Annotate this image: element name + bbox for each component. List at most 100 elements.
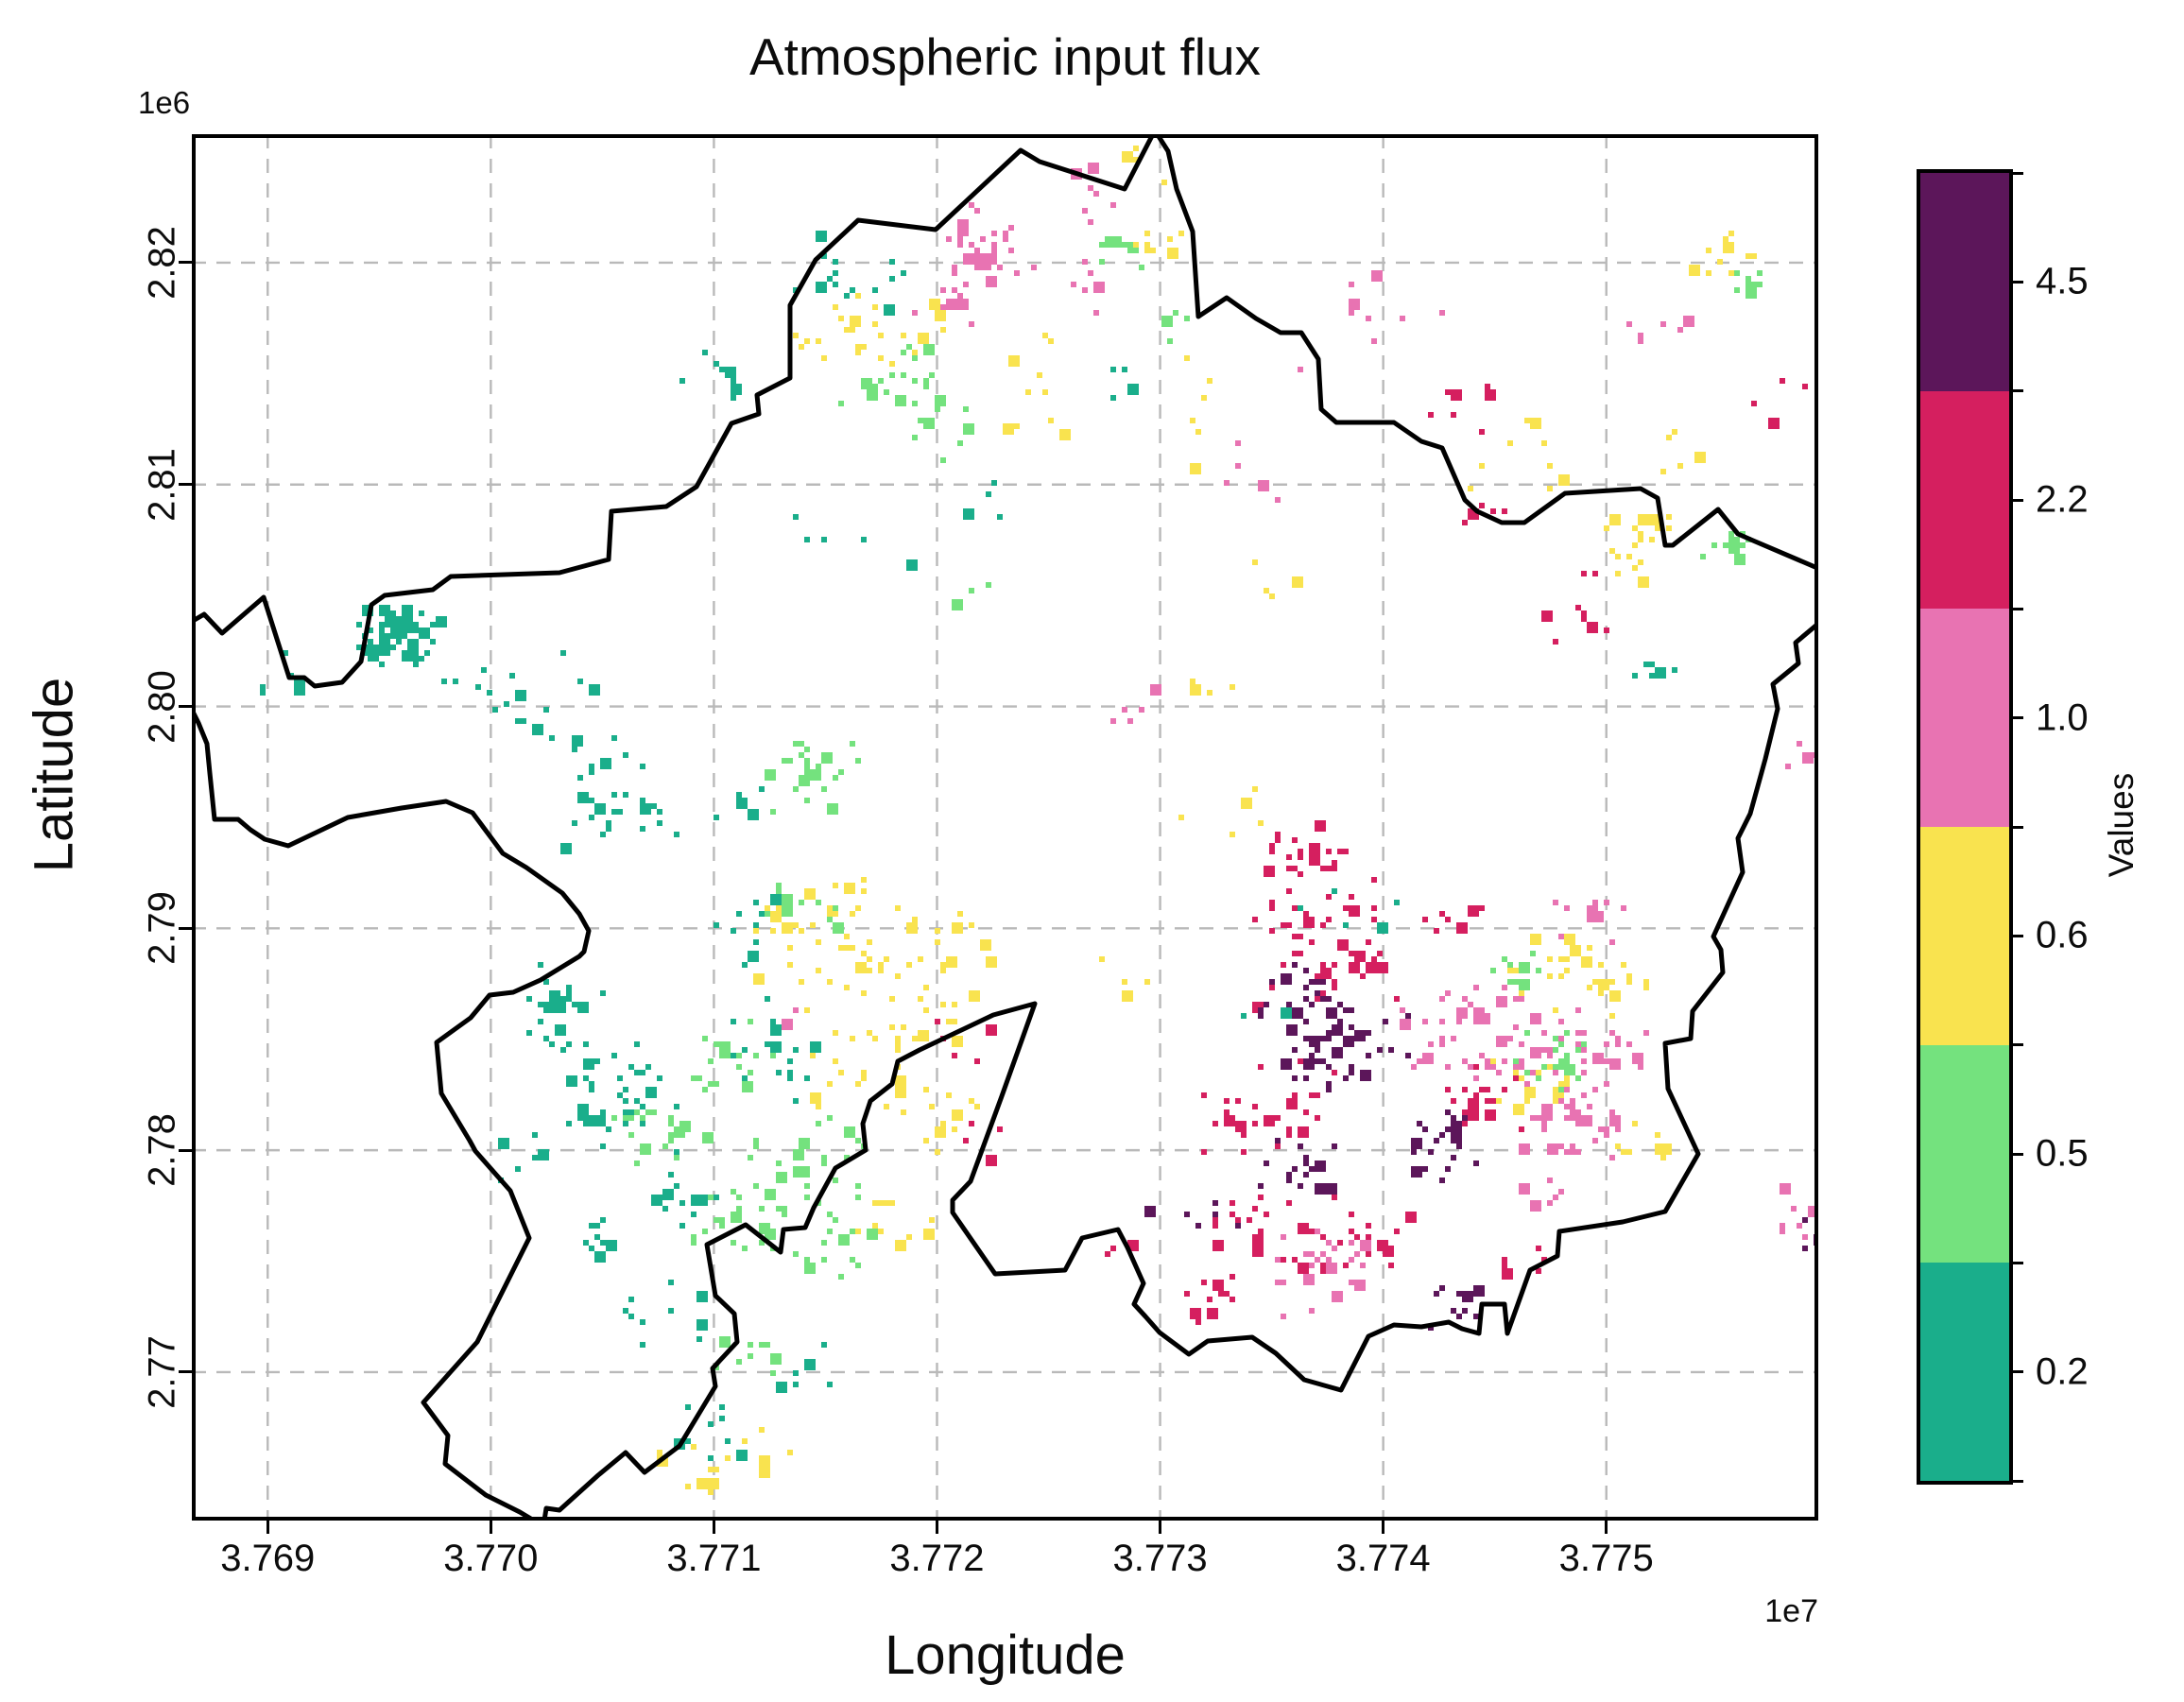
raster-cell: [901, 270, 906, 276]
raster-cell: [1575, 605, 1581, 610]
raster-cell: [816, 939, 821, 945]
raster-cell: [1621, 1149, 1626, 1155]
raster-cell: [1451, 1036, 1456, 1041]
x-tick-label: 3.774: [1335, 1538, 1431, 1579]
raster-cell: [623, 1308, 628, 1314]
raster-cell: [1604, 1132, 1609, 1138]
raster-cell: [1337, 1240, 1343, 1246]
raster-cell: [742, 1047, 748, 1053]
raster-cell: [1530, 934, 1541, 945]
raster-cell: [1298, 1126, 1309, 1138]
raster-cell: [1082, 287, 1088, 293]
raster-cell: [736, 1064, 742, 1070]
raster-cell: [1485, 384, 1490, 389]
raster-cell: [1513, 1104, 1524, 1115]
raster-cell: [1139, 265, 1144, 270]
raster-cell: [986, 491, 991, 497]
raster-cell: [1468, 1002, 1473, 1007]
raster-cell: [407, 622, 413, 628]
raster-cell: [946, 236, 952, 242]
raster-cell: [1286, 1178, 1292, 1183]
raster-cell: [1405, 1212, 1417, 1223]
axes-spines: [192, 134, 1818, 1521]
raster-cell: [1706, 248, 1711, 253]
raster-cell: [782, 1212, 787, 1217]
raster-cell: [1298, 1143, 1303, 1149]
raster-cell: [923, 1087, 929, 1092]
raster-cell: [300, 679, 305, 684]
colorbar-tick-mark: [2011, 1043, 2023, 1047]
raster-cell: [532, 1132, 538, 1138]
raster-cell: [1212, 1212, 1218, 1217]
raster-cell: [1451, 1132, 1462, 1143]
raster-cell: [1490, 1058, 1496, 1064]
raster-cell: [1502, 956, 1507, 962]
raster-cell: [1541, 1257, 1547, 1263]
raster-cell: [606, 826, 611, 832]
raster-cell: [1292, 951, 1298, 956]
raster-cell: [833, 1058, 838, 1064]
raster-cell: [1439, 1285, 1445, 1291]
raster-cell: [1405, 1013, 1411, 1019]
raster-cell: [617, 1075, 623, 1081]
raster-cell: [855, 350, 861, 355]
raster-cell: [1519, 1041, 1524, 1047]
raster-cell: [804, 1166, 810, 1172]
raster-cell: [810, 769, 821, 781]
raster-cell: [379, 605, 390, 616]
raster-cell: [1609, 548, 1615, 554]
raster-cell: [889, 259, 895, 265]
raster-cell: [368, 628, 373, 633]
raster-cell: [787, 1019, 793, 1024]
raster-cell: [1133, 146, 1139, 151]
raster-cell: [855, 293, 861, 299]
raster-cell: [935, 939, 940, 945]
raster-cell: [1167, 338, 1173, 344]
raster-cell: [402, 622, 407, 628]
raster-cell: [804, 758, 810, 764]
raster-cell: [1502, 1087, 1507, 1092]
x-axis-label: Longitude: [885, 1625, 1126, 1686]
raster-cell: [1326, 1240, 1332, 1246]
raster-cell: [481, 667, 487, 673]
raster-cell: [821, 253, 827, 259]
raster-cell: [748, 1070, 753, 1075]
raster-cell: [1422, 1166, 1428, 1172]
raster-cell: [526, 1030, 532, 1036]
raster-cell: [844, 985, 850, 990]
raster-cell: [1649, 514, 1660, 525]
raster-cell: [923, 384, 929, 389]
raster-cell: [1286, 1172, 1292, 1178]
raster-cell: [1445, 990, 1451, 996]
raster-cell: [1110, 202, 1116, 208]
raster-cell: [1320, 1263, 1326, 1268]
raster-cell: [1286, 854, 1292, 860]
raster-cell: [1320, 922, 1326, 928]
raster-cell: [1615, 571, 1621, 576]
raster-cell: [1524, 1070, 1530, 1075]
raster-cell: [1513, 1058, 1519, 1064]
raster-cell: [521, 718, 526, 724]
raster-cell: [1660, 469, 1666, 474]
colorbar-tick-mark: [2011, 607, 2023, 610]
y-tick-mark: [179, 483, 192, 487]
raster-cell: [1122, 242, 1127, 248]
raster-cell: [1638, 531, 1643, 537]
raster-cell: [940, 962, 946, 968]
raster-cell: [940, 327, 946, 333]
raster-cell: [918, 418, 923, 423]
raster-cell: [589, 1087, 594, 1092]
raster-cell: [628, 1115, 634, 1121]
raster-cell: [1604, 628, 1609, 633]
colorbar-tick-label: 2.2: [2036, 478, 2089, 521]
raster-cell: [1587, 1104, 1592, 1109]
raster-cell: [702, 1478, 714, 1489]
raster-cell: [1780, 1223, 1785, 1229]
raster-cell: [804, 764, 810, 769]
raster-cell: [1212, 1223, 1218, 1229]
raster-cell: [1303, 1172, 1309, 1178]
raster-cell: [1604, 525, 1609, 531]
raster-cell: [645, 809, 651, 815]
raster-cell: [1184, 355, 1190, 361]
raster-cell: [1195, 1319, 1201, 1325]
